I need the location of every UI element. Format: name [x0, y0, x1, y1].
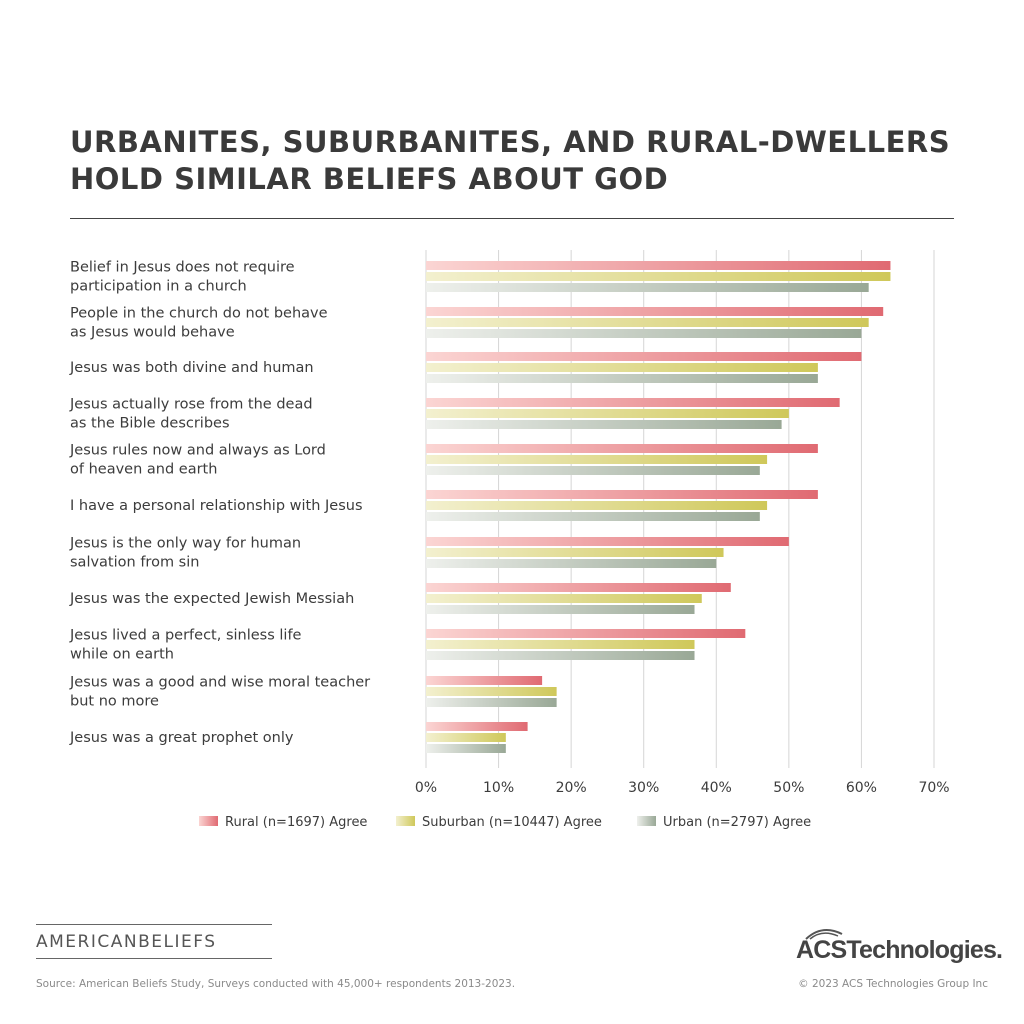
category-label: Jesus was both divine and human — [69, 360, 314, 376]
bar-urban — [426, 698, 557, 707]
x-tick-label: 50% — [773, 780, 804, 796]
chart-title: URBANITES, SUBURBANITES, AND RURAL-DWELL… — [70, 124, 970, 198]
category-label: participation in a church — [70, 279, 247, 295]
category-label: as Jesus would behave — [70, 325, 235, 341]
bars — [426, 261, 891, 753]
bar-rural — [426, 444, 818, 453]
category-label: I have a personal relationship with Jesu… — [70, 498, 363, 514]
bar-urban — [426, 512, 760, 521]
legend-label: Suburban (n=10447) Agree — [422, 815, 602, 830]
bar-suburban — [426, 318, 869, 327]
bar-urban — [426, 329, 862, 338]
category-label: Jesus rules now and always as Lord — [69, 443, 326, 459]
x-tick-label: 40% — [701, 780, 732, 796]
bar-rural — [426, 583, 731, 592]
category-label: salvation from sin — [70, 555, 199, 571]
legend: Rural (n=1697) Agree Suburban (n=10447) A… — [199, 815, 811, 830]
chart-title-line-1: URBANITES, SUBURBANITES, AND RURAL-DWELL… — [70, 125, 951, 159]
bar-urban — [426, 559, 717, 568]
category-label: Jesus was a great prophet only — [69, 730, 294, 746]
chart-title-line-2: HOLD SIMILAR BELIEFS ABOUT GOD — [70, 162, 669, 196]
acs-arc-icon — [805, 929, 843, 940]
bar-rural — [426, 676, 543, 685]
bar-urban — [426, 605, 695, 614]
bar-rural — [426, 490, 818, 499]
bar-chart: Belief in Jesus does not require particip… — [69, 250, 950, 830]
category-label: People in the church do not behave — [70, 306, 328, 322]
legend-swatch — [396, 816, 415, 826]
bar-urban — [426, 283, 869, 292]
bar-suburban — [426, 272, 891, 281]
copyright-note: © 2023 ACS Technologies Group Inc — [798, 978, 988, 990]
category-label: Jesus is the only way for human — [69, 536, 301, 552]
bar-suburban — [426, 501, 768, 510]
category-label: Jesus lived a perfect, sinless life — [69, 628, 302, 644]
x-tick-label: 0% — [415, 780, 437, 796]
bar-rural — [426, 722, 528, 731]
bar-rural — [426, 307, 884, 316]
logo-rule-top — [36, 924, 272, 925]
category-label: Belief in Jesus does not require — [70, 260, 295, 276]
bar-rural — [426, 537, 789, 546]
category-labels: Belief in Jesus does not require particip… — [69, 260, 370, 747]
acs-technologies-logo-text: ACSTechnologies. — [796, 936, 1003, 964]
source-note: Source: American Beliefs Study, Surveys … — [36, 978, 516, 990]
bar-urban — [426, 466, 760, 475]
legend-swatch — [199, 816, 218, 826]
bar-suburban — [426, 455, 768, 464]
x-tick-label: 70% — [918, 780, 949, 796]
acs-technologies-logo: ACSTechnologies. — [796, 926, 1003, 966]
bar-urban — [426, 374, 818, 383]
legend-label: Rural (n=1697) Agree — [225, 815, 367, 830]
bar-suburban — [426, 548, 724, 557]
bar-rural — [426, 261, 891, 270]
bar-urban — [426, 744, 506, 753]
bar-suburban — [426, 687, 557, 696]
category-label: of heaven and earth — [70, 462, 217, 478]
bar-suburban — [426, 363, 818, 372]
category-label: Jesus was the expected Jewish Messiah — [69, 591, 354, 607]
bar-urban — [426, 420, 782, 429]
title-divider — [70, 218, 954, 219]
category-label: while on earth — [70, 647, 174, 663]
x-tick-label: 20% — [556, 780, 587, 796]
bar-suburban — [426, 409, 789, 418]
category-label: Jesus was a good and wise moral teacher — [69, 675, 370, 691]
x-tick-label: 60% — [846, 780, 877, 796]
x-tick-label: 30% — [628, 780, 659, 796]
american-beliefs-logo-text: AMERICANBELIEFS — [36, 932, 217, 952]
american-beliefs-logo: AMERICANBELIEFS — [36, 924, 272, 960]
category-label: as the Bible describes — [70, 416, 230, 432]
logo-rule-bottom — [36, 958, 272, 959]
category-label: but no more — [70, 694, 159, 710]
category-label: Jesus actually rose from the dead — [69, 397, 313, 413]
bar-suburban — [426, 640, 695, 649]
bar-rural — [426, 352, 862, 361]
x-tick-label: 10% — [483, 780, 514, 796]
bar-rural — [426, 398, 840, 407]
legend-label: Urban (n=2797) Agree — [663, 815, 811, 830]
bar-suburban — [426, 594, 702, 603]
bar-suburban — [426, 733, 506, 742]
legend-swatch — [637, 816, 656, 826]
bar-urban — [426, 651, 695, 660]
bar-rural — [426, 629, 746, 638]
x-axis-ticks: 0% 10% 20% 30% 40% 50% 60% 70% — [415, 780, 950, 796]
